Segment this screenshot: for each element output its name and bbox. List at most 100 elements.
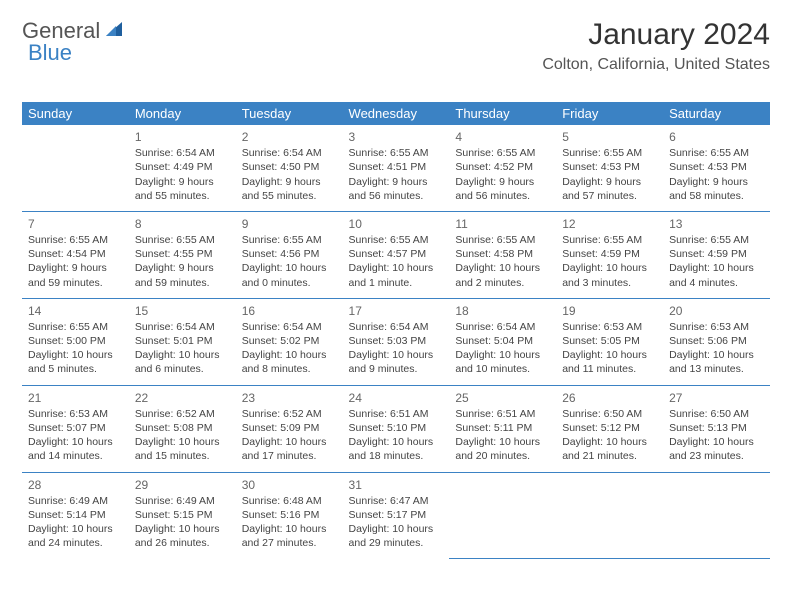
calendar-body: 1Sunrise: 6:54 AMSunset: 4:49 PMDaylight… [22, 125, 770, 558]
calendar-day-cell: 15Sunrise: 6:54 AMSunset: 5:01 PMDayligh… [129, 298, 236, 385]
day-number: 17 [349, 303, 444, 319]
daylight-text: Daylight: 9 hours and 55 minutes. [135, 175, 230, 203]
daylight-text: Daylight: 10 hours and 4 minutes. [669, 261, 764, 289]
calendar-empty-cell [556, 472, 663, 558]
daylight-text: Daylight: 10 hours and 29 minutes. [349, 522, 444, 550]
sunset-text: Sunset: 4:59 PM [669, 247, 764, 261]
sunset-text: Sunset: 5:09 PM [242, 421, 337, 435]
sunrise-text: Sunrise: 6:51 AM [349, 407, 444, 421]
daylight-text: Daylight: 10 hours and 13 minutes. [669, 348, 764, 376]
sunset-text: Sunset: 4:53 PM [669, 160, 764, 174]
daylight-text: Daylight: 10 hours and 3 minutes. [562, 261, 657, 289]
sunset-text: Sunset: 5:14 PM [28, 508, 123, 522]
sunrise-text: Sunrise: 6:55 AM [28, 320, 123, 334]
daylight-text: Daylight: 10 hours and 20 minutes. [455, 435, 550, 463]
daylight-text: Daylight: 10 hours and 8 minutes. [242, 348, 337, 376]
sunset-text: Sunset: 5:16 PM [242, 508, 337, 522]
day-header: Saturday [663, 102, 770, 125]
sunrise-text: Sunrise: 6:47 AM [349, 494, 444, 508]
sunrise-text: Sunrise: 6:52 AM [242, 407, 337, 421]
daylight-text: Daylight: 10 hours and 26 minutes. [135, 522, 230, 550]
calendar-day-cell: 30Sunrise: 6:48 AMSunset: 5:16 PMDayligh… [236, 472, 343, 558]
calendar-day-cell: 16Sunrise: 6:54 AMSunset: 5:02 PMDayligh… [236, 298, 343, 385]
day-number: 12 [562, 216, 657, 232]
daylight-text: Daylight: 9 hours and 59 minutes. [135, 261, 230, 289]
day-number: 16 [242, 303, 337, 319]
sunrise-text: Sunrise: 6:53 AM [562, 320, 657, 334]
sunrise-text: Sunrise: 6:54 AM [349, 320, 444, 334]
sunrise-text: Sunrise: 6:49 AM [28, 494, 123, 508]
calendar-day-cell: 27Sunrise: 6:50 AMSunset: 5:13 PMDayligh… [663, 385, 770, 472]
calendar-day-cell: 28Sunrise: 6:49 AMSunset: 5:14 PMDayligh… [22, 472, 129, 558]
daylight-text: Daylight: 10 hours and 1 minute. [349, 261, 444, 289]
daylight-text: Daylight: 10 hours and 2 minutes. [455, 261, 550, 289]
calendar-day-cell: 8Sunrise: 6:55 AMSunset: 4:55 PMDaylight… [129, 211, 236, 298]
day-number: 10 [349, 216, 444, 232]
day-number: 8 [135, 216, 230, 232]
calendar-table: SundayMondayTuesdayWednesdayThursdayFrid… [22, 102, 770, 559]
sunset-text: Sunset: 5:02 PM [242, 334, 337, 348]
sunset-text: Sunset: 4:51 PM [349, 160, 444, 174]
day-header: Sunday [22, 102, 129, 125]
calendar-day-cell: 18Sunrise: 6:54 AMSunset: 5:04 PMDayligh… [449, 298, 556, 385]
calendar-day-cell: 29Sunrise: 6:49 AMSunset: 5:15 PMDayligh… [129, 472, 236, 558]
day-number: 15 [135, 303, 230, 319]
day-number: 31 [349, 477, 444, 493]
daylight-text: Daylight: 9 hours and 59 minutes. [28, 261, 123, 289]
sunset-text: Sunset: 5:00 PM [28, 334, 123, 348]
sunset-text: Sunset: 4:50 PM [242, 160, 337, 174]
day-header: Tuesday [236, 102, 343, 125]
daylight-text: Daylight: 10 hours and 17 minutes. [242, 435, 337, 463]
sunrise-text: Sunrise: 6:54 AM [135, 320, 230, 334]
calendar-day-cell: 23Sunrise: 6:52 AMSunset: 5:09 PMDayligh… [236, 385, 343, 472]
calendar-week-row: 21Sunrise: 6:53 AMSunset: 5:07 PMDayligh… [22, 385, 770, 472]
logo-sail-icon [104, 20, 124, 43]
calendar-day-cell: 6Sunrise: 6:55 AMSunset: 4:53 PMDaylight… [663, 125, 770, 211]
daylight-text: Daylight: 10 hours and 27 minutes. [242, 522, 337, 550]
sunrise-text: Sunrise: 6:51 AM [455, 407, 550, 421]
sunset-text: Sunset: 5:08 PM [135, 421, 230, 435]
calendar-day-cell: 5Sunrise: 6:55 AMSunset: 4:53 PMDaylight… [556, 125, 663, 211]
sunset-text: Sunset: 4:55 PM [135, 247, 230, 261]
day-number: 29 [135, 477, 230, 493]
calendar-day-cell: 20Sunrise: 6:53 AMSunset: 5:06 PMDayligh… [663, 298, 770, 385]
sunset-text: Sunset: 5:06 PM [669, 334, 764, 348]
day-number: 2 [242, 129, 337, 145]
daylight-text: Daylight: 10 hours and 21 minutes. [562, 435, 657, 463]
day-number: 27 [669, 390, 764, 406]
calendar-day-cell: 9Sunrise: 6:55 AMSunset: 4:56 PMDaylight… [236, 211, 343, 298]
calendar-day-cell: 7Sunrise: 6:55 AMSunset: 4:54 PMDaylight… [22, 211, 129, 298]
day-number: 1 [135, 129, 230, 145]
sunset-text: Sunset: 5:10 PM [349, 421, 444, 435]
sunrise-text: Sunrise: 6:54 AM [455, 320, 550, 334]
calendar-day-cell: 10Sunrise: 6:55 AMSunset: 4:57 PMDayligh… [343, 211, 450, 298]
sunrise-text: Sunrise: 6:50 AM [669, 407, 764, 421]
day-number: 20 [669, 303, 764, 319]
sunset-text: Sunset: 5:01 PM [135, 334, 230, 348]
sunrise-text: Sunrise: 6:52 AM [135, 407, 230, 421]
calendar-day-cell: 2Sunrise: 6:54 AMSunset: 4:50 PMDaylight… [236, 125, 343, 211]
day-header: Friday [556, 102, 663, 125]
sunrise-text: Sunrise: 6:54 AM [242, 320, 337, 334]
day-number: 4 [455, 129, 550, 145]
calendar-day-cell: 1Sunrise: 6:54 AMSunset: 4:49 PMDaylight… [129, 125, 236, 211]
logo-blue-row: Blue [28, 40, 72, 66]
calendar-week-row: 7Sunrise: 6:55 AMSunset: 4:54 PMDaylight… [22, 211, 770, 298]
day-header: Monday [129, 102, 236, 125]
daylight-text: Daylight: 10 hours and 0 minutes. [242, 261, 337, 289]
calendar-day-cell: 17Sunrise: 6:54 AMSunset: 5:03 PMDayligh… [343, 298, 450, 385]
day-number: 9 [242, 216, 337, 232]
calendar-day-cell: 14Sunrise: 6:55 AMSunset: 5:00 PMDayligh… [22, 298, 129, 385]
calendar-day-cell: 22Sunrise: 6:52 AMSunset: 5:08 PMDayligh… [129, 385, 236, 472]
daylight-text: Daylight: 10 hours and 6 minutes. [135, 348, 230, 376]
calendar-day-cell: 25Sunrise: 6:51 AMSunset: 5:11 PMDayligh… [449, 385, 556, 472]
calendar-empty-cell [449, 472, 556, 558]
day-number: 24 [349, 390, 444, 406]
sunrise-text: Sunrise: 6:55 AM [455, 233, 550, 247]
day-number: 7 [28, 216, 123, 232]
day-number: 22 [135, 390, 230, 406]
sunrise-text: Sunrise: 6:55 AM [669, 233, 764, 247]
sunset-text: Sunset: 5:03 PM [349, 334, 444, 348]
day-number: 19 [562, 303, 657, 319]
calendar-empty-cell [663, 472, 770, 558]
